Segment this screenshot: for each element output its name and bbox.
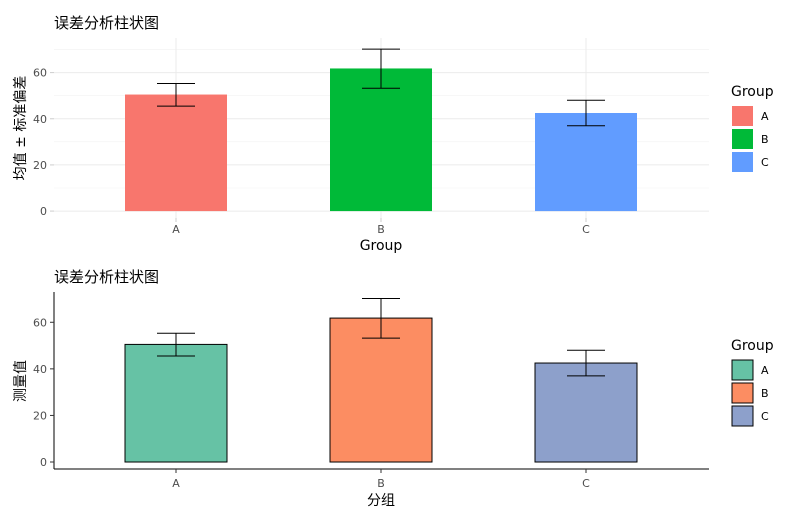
chart-2-legend-label-b: B	[761, 387, 769, 400]
chart-1-errorbars	[157, 48, 605, 127]
chart-1-y-ticks: 0 20 40 60	[33, 67, 54, 218]
chart-2-bar-b	[329, 317, 433, 463]
chart-1-x-ticks: A B C	[172, 218, 590, 236]
chart-2-x-tick-label: C	[582, 477, 590, 490]
chart-2-legend-key-a	[731, 359, 754, 381]
chart-1-bar-b	[330, 68, 432, 212]
chart-1-bar-a	[125, 94, 227, 212]
chart-1-x-tick-label: B	[377, 223, 385, 236]
chart-1-bar-c	[535, 113, 637, 212]
chart-1-y-axis-title: 均值 ± 标准偏差	[13, 76, 29, 181]
chart-2-errorbars	[157, 298, 605, 377]
chart-1-x-tick-label: A	[172, 223, 180, 236]
chart-2-y-tick-label: 60	[33, 316, 47, 329]
chart-2-legend-title: Group	[731, 338, 774, 354]
chart-2-y-ticks: 0 20 40 60	[33, 316, 54, 469]
chart-2-legend-key-c	[731, 405, 754, 427]
chart-2-x-axis-title: 分组	[367, 493, 395, 509]
chart-2-y-tick-label: 0	[40, 456, 47, 469]
chart-2-bar-c	[534, 362, 638, 463]
chart-2-y-tick-label: 20	[33, 409, 47, 422]
chart-2-y-tick-label: 40	[33, 363, 47, 376]
chart-2-y-axis-title: 测量值	[13, 360, 29, 402]
chart-1-x-tick-label: C	[582, 223, 590, 236]
chart-2-bar-a	[124, 343, 228, 463]
chart-2-legend-key-b	[731, 382, 754, 404]
chart-1-y-tick-label: 60	[33, 67, 47, 80]
chart-1-x-axis-title: Group	[360, 238, 403, 254]
chart-1-y-tick-label: 0	[40, 205, 47, 218]
chart-2-x-tick-label: B	[377, 477, 385, 490]
chart-1-legend: Group ABC	[731, 84, 774, 172]
chart-1-y-tick-label: 40	[33, 113, 47, 126]
chart-1-legend-title: Group	[731, 84, 774, 100]
chart-1-title: 误差分析柱状图	[54, 14, 159, 32]
chart-2-legend: Group ABC	[731, 338, 774, 427]
chart-1-legend-key-a	[732, 106, 753, 126]
chart-2-legend-label-c: C	[761, 410, 769, 423]
chart-2-bars	[124, 317, 638, 463]
chart-1-legend-key-b	[732, 129, 753, 149]
chart-2-legend-label-a: A	[761, 364, 769, 377]
chart-2-title: 误差分析柱状图	[54, 268, 159, 286]
chart-1-legend-label-c: C	[761, 156, 769, 169]
chart-1-y-tick-label: 20	[33, 159, 47, 172]
chart-2-x-ticks: A B C	[172, 469, 590, 490]
chart-1-legend-label-a: A	[761, 110, 769, 123]
chart-1-legend-key-c	[732, 152, 753, 172]
chart-2-x-tick-label: A	[172, 477, 180, 490]
chart-1-bars	[125, 68, 637, 212]
chart-1-legend-label-b: B	[761, 133, 769, 146]
